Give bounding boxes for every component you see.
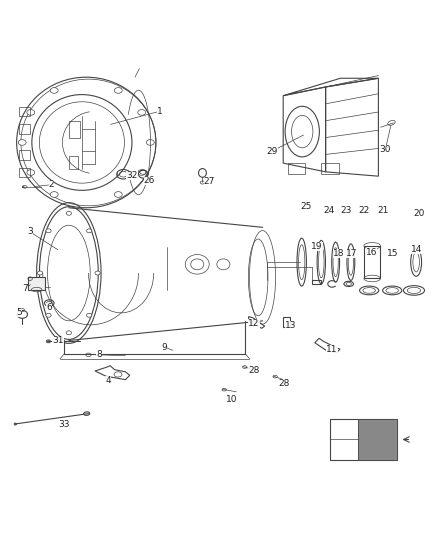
- Text: 8: 8: [96, 350, 102, 359]
- Bar: [19, 168, 30, 177]
- Text: 29: 29: [266, 147, 278, 156]
- Text: 18: 18: [333, 249, 344, 258]
- Text: 32: 32: [126, 171, 138, 180]
- Bar: [69, 120, 80, 138]
- Text: 26: 26: [144, 176, 155, 185]
- Text: 24: 24: [323, 206, 334, 215]
- Ellipse shape: [46, 340, 50, 343]
- Bar: [321, 163, 339, 174]
- Text: 27: 27: [204, 177, 215, 185]
- Bar: [19, 124, 30, 134]
- Ellipse shape: [138, 169, 146, 175]
- Ellipse shape: [114, 192, 122, 197]
- Text: 5: 5: [16, 308, 21, 317]
- Ellipse shape: [87, 229, 92, 233]
- Ellipse shape: [138, 110, 146, 115]
- Text: 14: 14: [411, 245, 423, 254]
- Text: 28: 28: [248, 366, 259, 375]
- Ellipse shape: [22, 186, 24, 188]
- Text: 13: 13: [285, 321, 297, 330]
- Text: 1: 1: [157, 107, 163, 116]
- Text: 19: 19: [311, 243, 323, 252]
- Text: 12: 12: [248, 319, 259, 328]
- Ellipse shape: [46, 229, 51, 233]
- Text: 33: 33: [59, 419, 70, 429]
- Text: 2: 2: [49, 180, 54, 189]
- Ellipse shape: [87, 313, 92, 317]
- Bar: [288, 163, 305, 174]
- Text: 11: 11: [326, 345, 338, 354]
- Text: 17: 17: [346, 249, 357, 258]
- Ellipse shape: [38, 271, 43, 275]
- Bar: [330, 419, 397, 460]
- Bar: [312, 279, 321, 284]
- Text: 28: 28: [279, 378, 290, 387]
- Text: 3: 3: [27, 227, 32, 236]
- Text: 22: 22: [358, 206, 369, 215]
- Ellipse shape: [27, 110, 35, 115]
- Ellipse shape: [50, 87, 58, 93]
- Text: 7: 7: [22, 284, 28, 293]
- Ellipse shape: [114, 87, 122, 93]
- Ellipse shape: [14, 423, 17, 425]
- Bar: [358, 419, 397, 460]
- Bar: [364, 246, 381, 278]
- Text: 15: 15: [386, 249, 398, 258]
- Text: 4: 4: [105, 376, 111, 385]
- Ellipse shape: [66, 331, 71, 335]
- Bar: [19, 150, 30, 160]
- Text: 25: 25: [300, 202, 312, 211]
- Text: 23: 23: [341, 206, 352, 215]
- Bar: [283, 317, 290, 327]
- Bar: [69, 156, 78, 168]
- Ellipse shape: [50, 192, 58, 197]
- Text: 9: 9: [162, 343, 167, 352]
- Text: 21: 21: [378, 206, 389, 215]
- Ellipse shape: [27, 169, 35, 175]
- Bar: [28, 277, 45, 289]
- Text: 6: 6: [46, 303, 52, 312]
- Text: 10: 10: [226, 395, 238, 403]
- Text: 31: 31: [52, 336, 64, 345]
- Text: 20: 20: [413, 209, 425, 218]
- Ellipse shape: [18, 140, 26, 146]
- Ellipse shape: [66, 212, 71, 215]
- Text: 30: 30: [379, 146, 391, 155]
- Ellipse shape: [95, 271, 100, 275]
- Bar: [19, 107, 30, 116]
- Ellipse shape: [146, 140, 154, 146]
- Ellipse shape: [46, 313, 51, 317]
- Text: 16: 16: [366, 248, 377, 257]
